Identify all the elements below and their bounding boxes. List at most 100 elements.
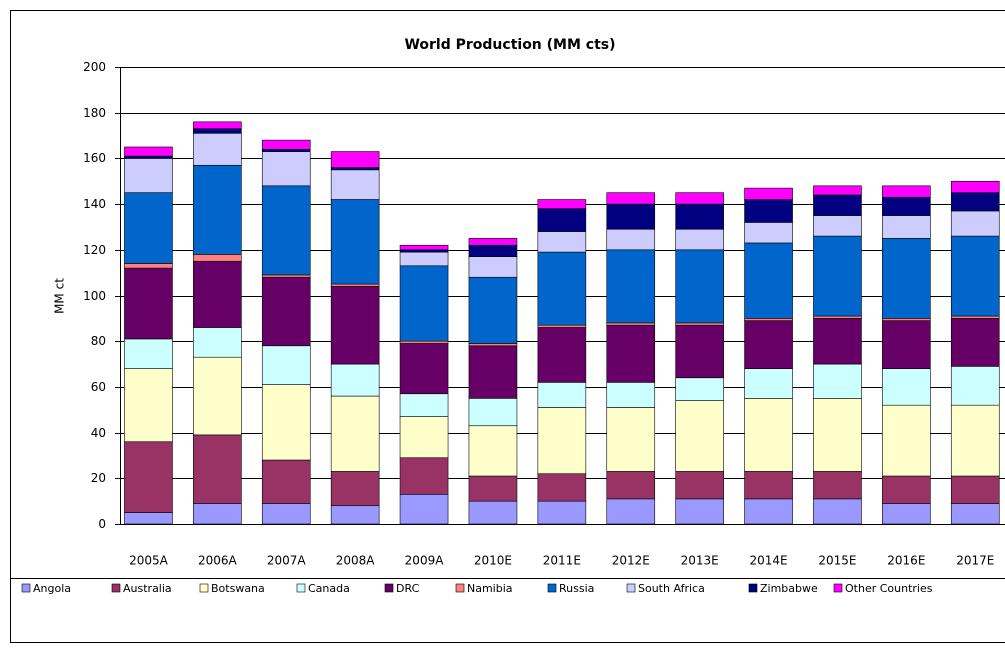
bar-segment	[330, 395, 380, 472]
bar-segment	[193, 164, 242, 255]
bar-segment	[261, 148, 311, 152]
x-tick-label: 2010E	[474, 554, 512, 568]
bar-segment	[882, 404, 931, 477]
bar-segment	[606, 407, 656, 472]
bar-segment	[124, 146, 173, 157]
legend-label: Botswana	[211, 582, 265, 595]
bar-segment	[744, 498, 793, 525]
bar-segment	[193, 121, 242, 129]
bar-segment	[813, 471, 862, 500]
legend-label: Zimbabwe	[760, 582, 818, 595]
bar-segment	[950, 475, 1000, 504]
bar-segment	[537, 473, 587, 502]
bar-segment	[950, 318, 1000, 367]
legend-label: South Africa	[638, 582, 705, 595]
bar-segment	[675, 249, 724, 324]
y-tick-label: 140	[83, 197, 106, 211]
bar-segment	[399, 416, 449, 459]
bar-segment	[813, 363, 862, 399]
legend-swatch	[21, 583, 31, 593]
bar-segment	[468, 244, 518, 257]
bar-segment	[193, 132, 242, 166]
bar-segment	[124, 155, 173, 159]
y-tick-label: 40	[91, 426, 106, 440]
bar-segment	[468, 276, 518, 344]
bar-segment	[813, 235, 862, 317]
bar-segment	[813, 498, 862, 525]
x-tick-label: 2012E	[612, 554, 650, 568]
bar-segment	[124, 192, 173, 264]
y-tick-label: 60	[91, 380, 106, 394]
bar-segment	[882, 238, 931, 319]
bar-segment	[537, 500, 587, 525]
x-tick-label: 2011E	[543, 554, 581, 568]
bar-segment	[330, 505, 380, 525]
bar-segment	[950, 235, 1000, 317]
bar-segment	[330, 169, 380, 200]
bar-segment	[675, 203, 724, 230]
bar-segment	[193, 434, 242, 504]
bar-segment	[744, 398, 793, 472]
bar-segment	[261, 503, 311, 525]
bar-segment	[468, 425, 518, 477]
x-tick-label: 2008A	[336, 554, 376, 568]
bar-segment	[882, 475, 931, 504]
bar-segment	[399, 244, 449, 251]
bar-segment	[124, 512, 173, 525]
bar-segment	[468, 343, 518, 347]
bar-segment	[813, 398, 862, 472]
bar-segment	[330, 471, 380, 507]
bar-segment	[193, 254, 242, 262]
y-tick-label: 100	[83, 289, 106, 303]
bar-segment	[468, 238, 518, 246]
bar-segment	[606, 249, 656, 324]
bar-segment	[124, 267, 173, 340]
legend-label: Angola	[33, 582, 71, 595]
bar-segment	[606, 498, 656, 525]
bar-segment	[537, 208, 587, 232]
bar-segment	[537, 324, 587, 328]
bar-segment	[124, 441, 173, 513]
legend-swatch	[626, 583, 636, 593]
legend-label: Other Countries	[845, 582, 933, 595]
bar-segment	[261, 151, 311, 187]
bar-segment	[124, 263, 173, 269]
bar-segment	[950, 404, 1000, 477]
bar-segment	[950, 315, 1000, 319]
y-tick-label: 20	[91, 471, 106, 485]
legend-swatch	[199, 583, 209, 593]
x-tick-label: 2014E	[749, 554, 787, 568]
bar-segment	[744, 318, 793, 321]
bar-segment	[330, 283, 380, 287]
bar-segment	[950, 192, 1000, 212]
bar-segment	[950, 503, 1000, 525]
bar-segment	[813, 215, 862, 237]
bar-segment	[399, 340, 449, 344]
bar-segment	[744, 199, 793, 223]
bar-segment	[675, 498, 724, 525]
bar-segment	[124, 338, 173, 369]
bar-segment	[606, 324, 656, 383]
bar-segment	[468, 256, 518, 278]
bar-segment	[606, 228, 656, 251]
bar-segment	[330, 167, 380, 171]
bar-segment	[330, 286, 380, 365]
bar-segment	[675, 322, 724, 326]
bar-segment	[468, 475, 518, 502]
legend-label: Namibia	[467, 582, 513, 595]
bar-segment	[468, 345, 518, 399]
bar-segment	[261, 459, 311, 504]
bar-segment	[675, 400, 724, 472]
bar-segment	[606, 203, 656, 230]
bar-segment	[675, 377, 724, 401]
bar-segment	[261, 185, 311, 276]
bar-segment	[399, 249, 449, 253]
bar-segment	[882, 185, 931, 198]
bar-segment	[950, 366, 1000, 406]
bar-segment	[813, 185, 862, 196]
legend-swatch	[547, 583, 557, 593]
bar-segment	[330, 199, 380, 285]
bar-segment	[882, 368, 931, 406]
bar-segment	[744, 222, 793, 244]
bar-segment	[261, 139, 311, 150]
